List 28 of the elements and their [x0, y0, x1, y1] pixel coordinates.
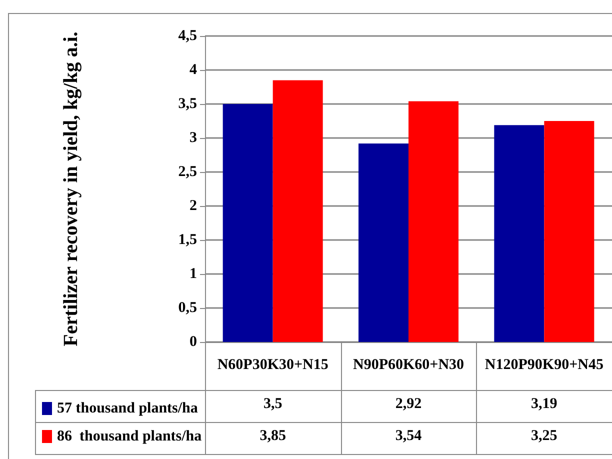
- bar: [222, 104, 273, 342]
- x-tick-label: N60P30K30+N15: [217, 357, 328, 373]
- y-tick-label: 3,5: [178, 96, 197, 112]
- data-label: 2,92: [394, 396, 423, 413]
- y-tick-label: 4,5: [178, 28, 197, 44]
- data-label: 3,54: [394, 428, 423, 445]
- legend-label: 86 thousand plants/ha: [57, 428, 202, 444]
- bar: [272, 80, 323, 342]
- y-tick-label: 4: [190, 62, 198, 78]
- data-label: 3,85: [258, 428, 287, 445]
- data-label: 3,5: [262, 396, 284, 413]
- bar: [358, 143, 408, 342]
- y-tick-label: 3: [190, 130, 197, 146]
- x-tick-label: N90P60K60+N30: [352, 357, 464, 373]
- bar: [408, 101, 458, 342]
- y-tick-label: 0: [190, 334, 197, 350]
- x-tick-label: N120P90K90+N45: [484, 357, 604, 373]
- data-label: 3,19: [530, 396, 558, 413]
- y-tick-label: 2: [190, 198, 197, 214]
- data-label: 3,25: [530, 428, 558, 445]
- bar: [494, 125, 544, 342]
- y-tick-label: 2,5: [178, 164, 197, 180]
- y-tick-label: 0,5: [178, 300, 197, 316]
- y-tick-label: 1,5: [178, 232, 197, 248]
- y-tick-label: 1: [190, 266, 197, 282]
- y-axis-title: Fertilizer recovery in yield, kg/kg a.i.: [60, 32, 82, 346]
- bar: [544, 121, 594, 342]
- legend-label: 57 thousand plants/ha: [57, 400, 198, 416]
